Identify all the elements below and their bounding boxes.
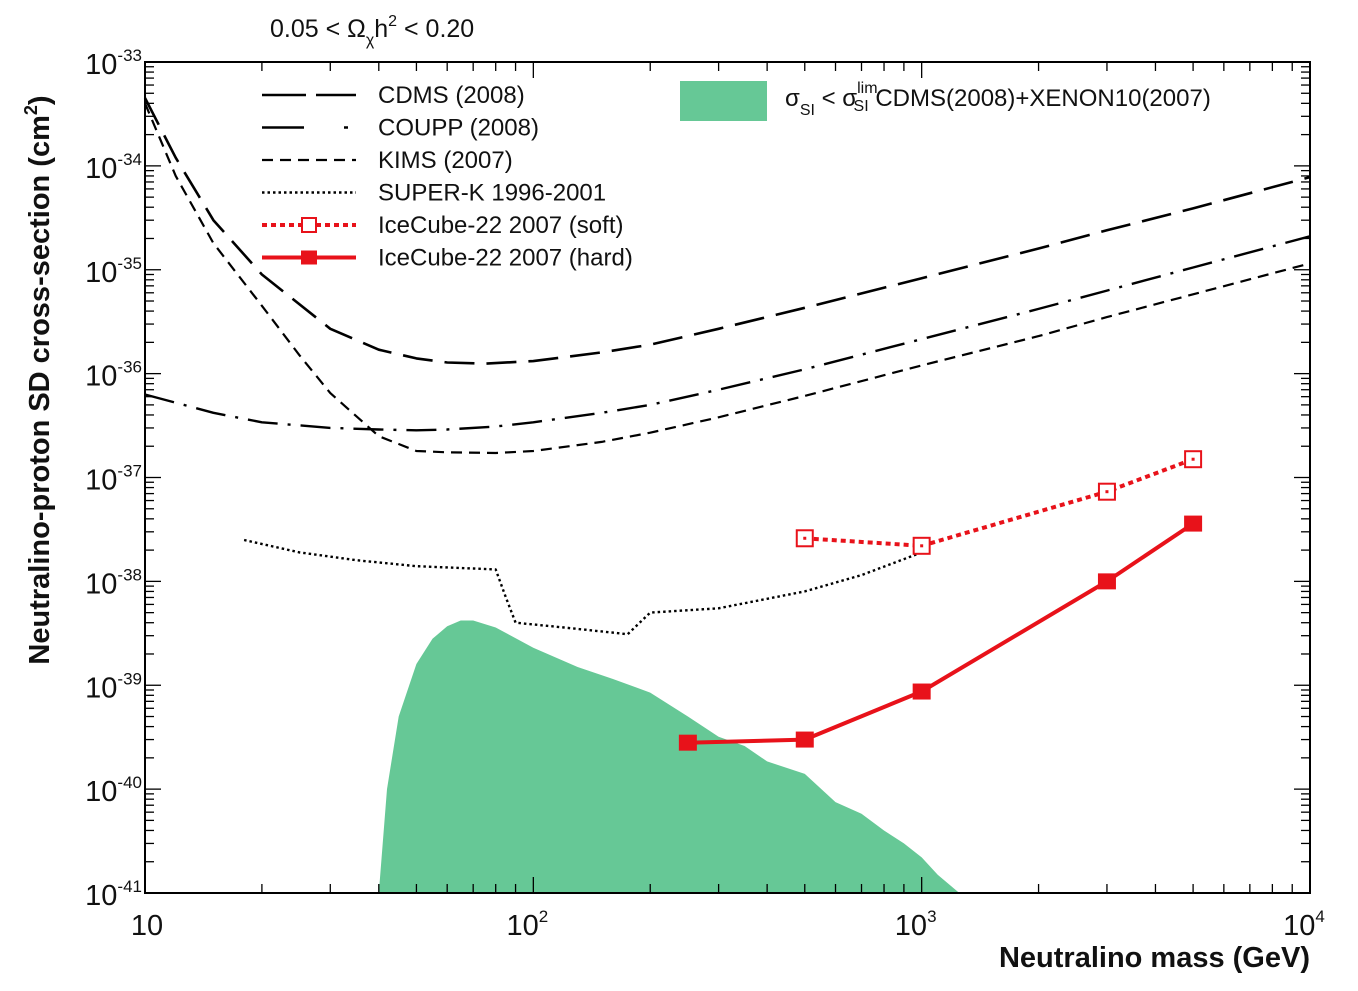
series-line-5 — [687, 521, 1195, 745]
hard-marker-0 — [678, 734, 697, 751]
series-line-4 — [804, 457, 1194, 548]
legend-label-3: SUPER-K 1996-2001 — [378, 180, 606, 207]
x-tick-label-0: 10 — [131, 910, 163, 942]
region-layer — [378, 620, 960, 893]
y-tick-label-6: 10-39 — [85, 669, 142, 704]
x-tick-label-3: 104 — [1283, 907, 1325, 942]
soft-marker-dot-0 — [803, 536, 807, 540]
hard-marker-3 — [1097, 573, 1116, 590]
allowed-region-area — [378, 620, 960, 893]
x-axis-title: Neutralino mass (GeV) — [999, 942, 1310, 974]
y-tick-label-4: 10-37 — [85, 462, 142, 497]
region-legend: σSI < σlim SI CDMS(2008)+XENON10(2007) — [680, 80, 1211, 121]
y-tick-label-3: 10-36 — [85, 358, 142, 393]
y-axis-title: Neutralino-proton SD cross-section (cm2) — [21, 95, 56, 664]
series-line-0 — [143, 97, 1311, 365]
tick-layer — [144, 62, 1310, 894]
tick-label-layer: 10 102 103 104 10-33 10-34 10-35 10-36 10-37 10-3… — [85, 46, 1325, 942]
legend-label-5: IceCube-22 2007 (hard) — [378, 245, 633, 272]
hard-marker-1 — [795, 731, 814, 748]
series-line-3 — [243, 538, 923, 636]
legend-marker-soft — [301, 217, 317, 233]
series-line-2 — [143, 102, 1311, 455]
region-legend-swatch — [680, 81, 767, 121]
y-tick-label-2: 10-35 — [85, 254, 142, 289]
y-tick-label-7: 10-40 — [85, 773, 142, 808]
legend-label-4: IceCube-22 2007 (soft) — [378, 212, 623, 239]
hard-marker-2 — [912, 683, 931, 700]
legend-label-1: COUPP (2008) — [378, 115, 539, 142]
y-tick-label-8: 10-41 — [85, 877, 142, 912]
legend-label-2: KIMS (2007) — [378, 147, 513, 174]
region-legend-label: σSI < σlim SI CDMS(2008)+XENON10(2007) — [785, 80, 1211, 119]
y-tick-label-5: 10-38 — [85, 565, 142, 600]
y-tick-label-0: 10-33 — [85, 46, 142, 81]
relic-density-annotation: 0.05 < Ωχh2 < 0.20 — [270, 13, 474, 49]
legend: CDMS (2008) COUPP (2008) KIMS (2007) SUPER-… — [262, 82, 633, 272]
soft-marker-dot-1 — [920, 544, 924, 548]
y-tick-label-1: 10-34 — [85, 150, 142, 185]
soft-marker-dot-2 — [1105, 490, 1109, 494]
x-tick-label-2: 103 — [895, 907, 937, 942]
series-layer — [143, 97, 1311, 745]
hard-marker-4 — [1184, 515, 1203, 532]
legend-marker-hard — [301, 250, 317, 265]
titles: Neutralino mass (GeV) Neutralino-proton S… — [21, 13, 1310, 974]
marker-layer — [678, 450, 1203, 751]
series-line-1 — [144, 235, 1311, 432]
soft-marker-dot-3 — [1191, 457, 1195, 461]
legend-label-0: CDMS (2008) — [378, 82, 525, 109]
x-tick-label-1: 102 — [506, 907, 548, 942]
